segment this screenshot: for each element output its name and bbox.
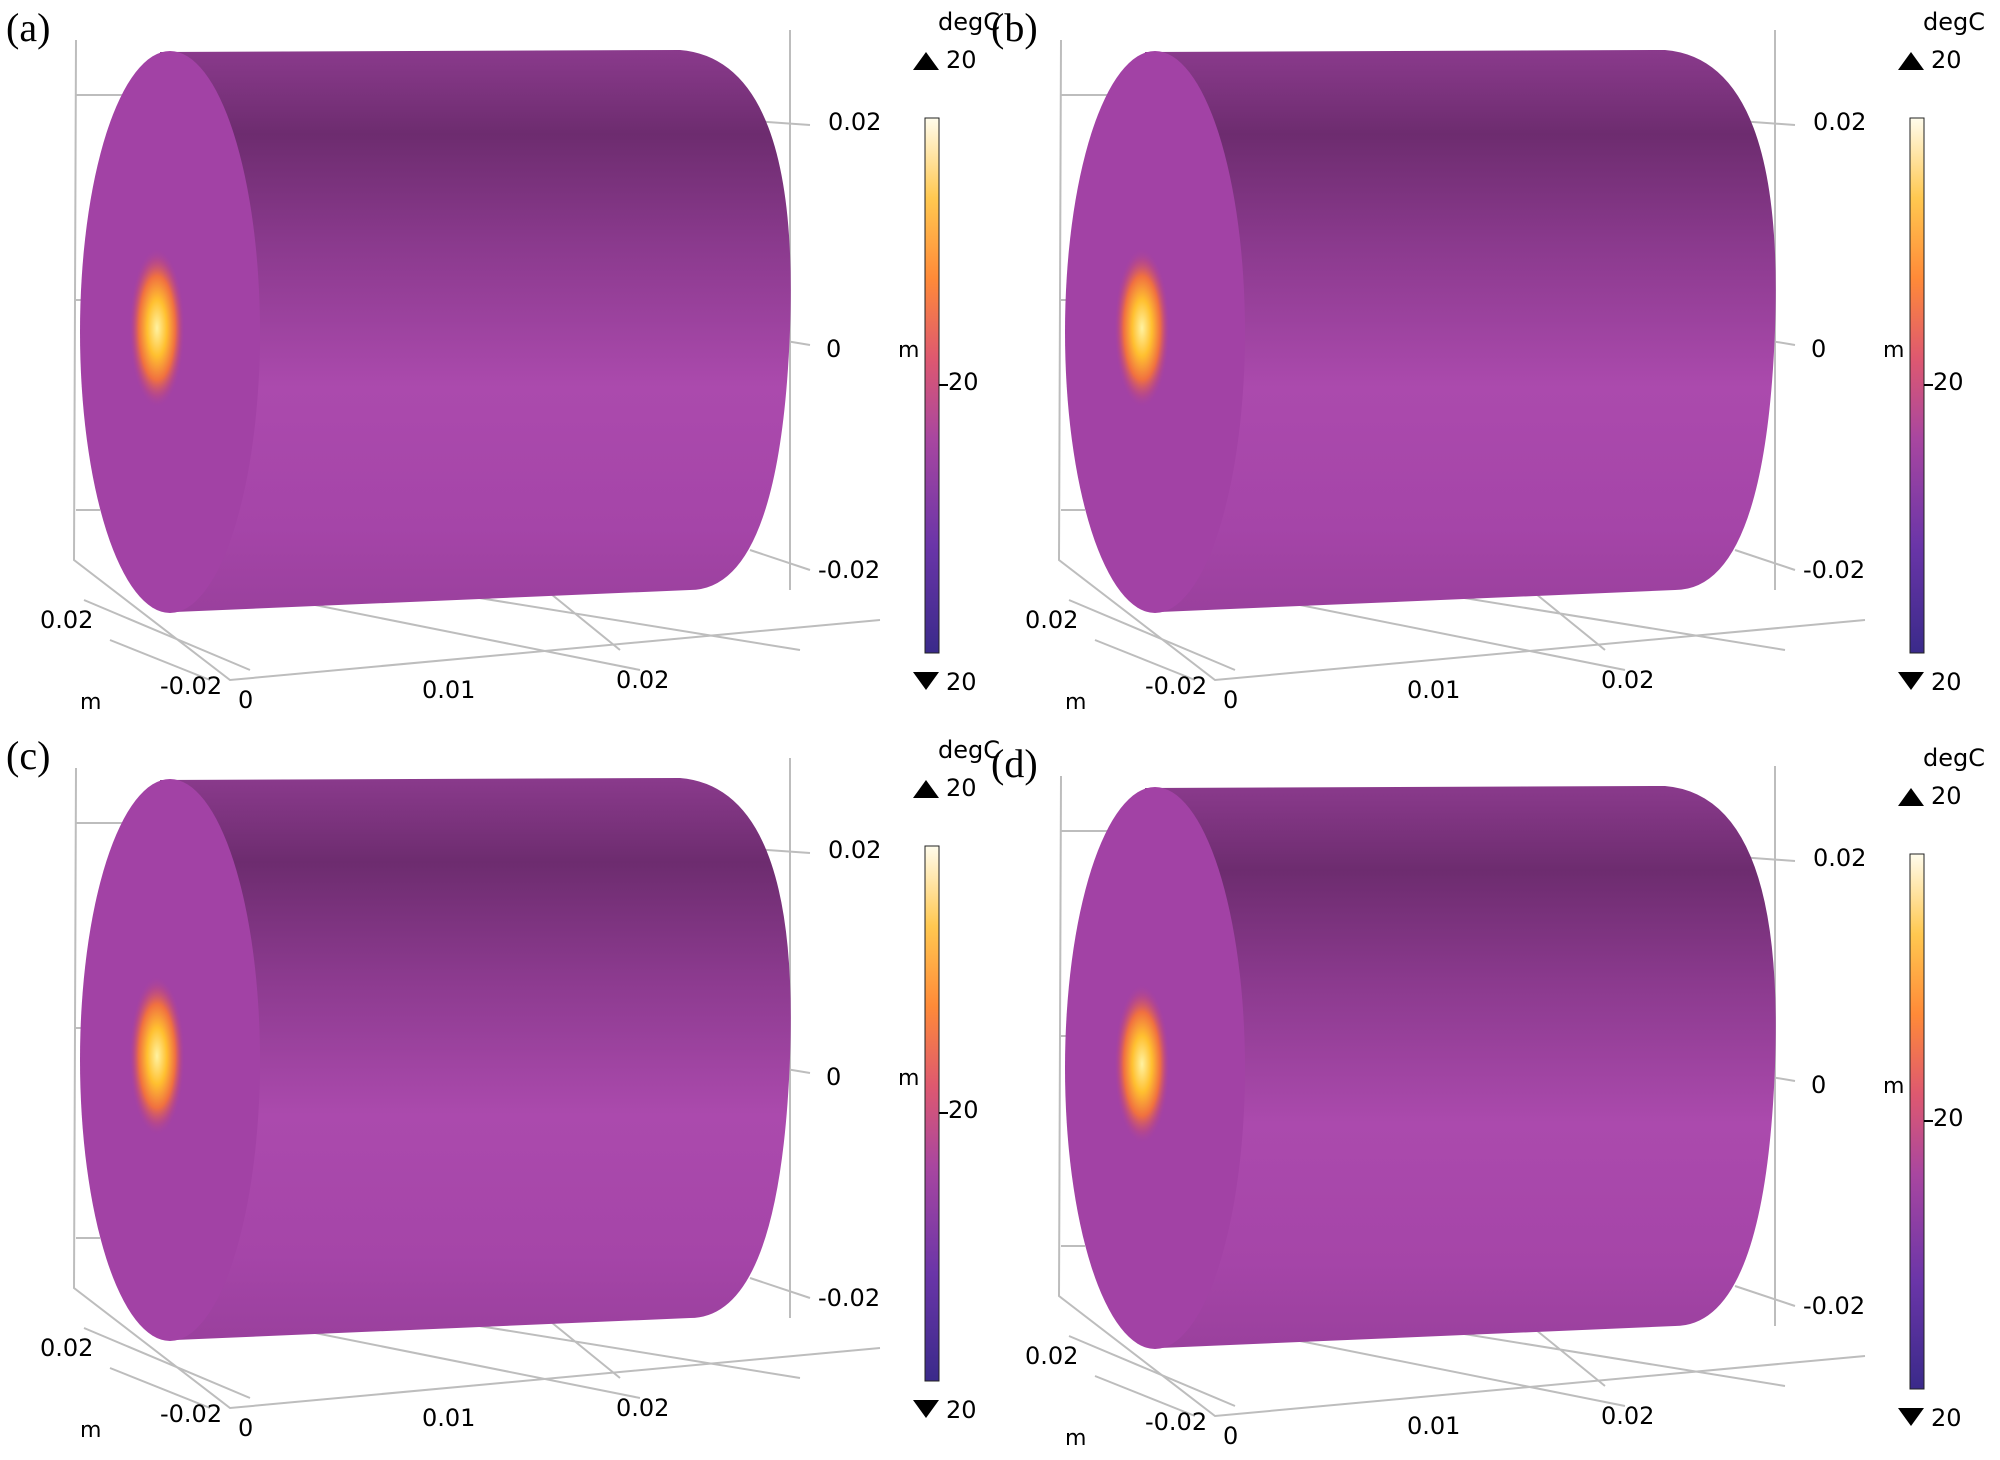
y-tick-label: -0.02 <box>818 556 881 584</box>
x-tick-label: 0.01 <box>1407 676 1461 704</box>
x-tick-label: 0.01 <box>422 676 476 704</box>
colorbar-title: degC <box>1923 744 1985 772</box>
colorbar-max-label: 20 <box>946 46 977 74</box>
x-tick-label: 0.01 <box>1407 1412 1461 1440</box>
colorbar-mid-label: 20 <box>1933 368 1964 396</box>
min-triangle-icon <box>1898 1408 1924 1426</box>
min-triangle-icon <box>913 1400 939 1418</box>
panel-label: (d) <box>991 741 1038 786</box>
y-tick-label: 0 <box>1811 1071 1827 1099</box>
axis-unit-label: m <box>898 338 920 363</box>
cylinder-body <box>160 778 791 1340</box>
max-triangle-icon <box>913 780 939 798</box>
y-tick-label: -0.02 <box>818 1284 881 1312</box>
z-tick-label: -0.02 <box>1145 672 1208 700</box>
x-tick-label: 0.02 <box>616 1394 670 1422</box>
colorbar-min-label: 20 <box>946 1396 977 1424</box>
y-tick-label: 0.02 <box>1813 108 1867 136</box>
max-triangle-icon <box>913 52 939 70</box>
y-tick-label: 0.02 <box>828 108 882 136</box>
z-tick-label: 0.02 <box>1025 606 1079 634</box>
heat-spot <box>1114 248 1170 408</box>
heat-spot <box>129 248 185 408</box>
axis-frame <box>1057 39 1866 682</box>
x-tick-label: 0.02 <box>1601 666 1655 694</box>
colorbar-max-label: 20 <box>946 774 977 802</box>
panel-4 <box>1057 766 1933 1426</box>
colorbar-min-label: 20 <box>1931 1404 1962 1432</box>
heat-spot <box>129 976 185 1136</box>
axis-frame <box>72 39 881 682</box>
colorbar-mid-label: 20 <box>948 1096 979 1124</box>
colorbar-title: degC <box>938 736 1000 764</box>
y-tick-label: 0 <box>826 335 842 363</box>
axis-frame <box>1057 775 1866 1418</box>
panel-2 <box>1057 30 1933 690</box>
axis-unit-label: m <box>1065 690 1087 715</box>
panel-label: (b) <box>991 5 1038 50</box>
x-tick-label: 0 <box>238 1414 254 1442</box>
z-tick-label: -0.02 <box>160 672 223 700</box>
heat-spot <box>1114 984 1170 1144</box>
colorbar-title: degC <box>1923 8 1985 36</box>
colorbar-gradient <box>1909 853 1925 1390</box>
axis-unit-label: m <box>1065 1426 1087 1451</box>
x-tick-label: 0 <box>1223 686 1239 714</box>
colorbar-gradient <box>924 117 940 654</box>
max-triangle-icon <box>1898 52 1924 70</box>
y-tick-label: 0.02 <box>828 836 882 864</box>
cylinder-body <box>1145 50 1776 612</box>
x-tick-label: 0 <box>1223 1422 1239 1450</box>
panel-label: (a) <box>6 5 51 50</box>
x-tick-label: 0 <box>238 686 254 714</box>
cylinder-body <box>1145 786 1776 1348</box>
x-tick-label: 0.01 <box>422 1404 476 1432</box>
z-tick-label: 0.02 <box>40 1334 94 1362</box>
axis-unit-label: m <box>1883 1074 1905 1099</box>
y-tick-label: -0.02 <box>1803 1292 1866 1320</box>
axis-unit-label: m <box>1883 338 1905 363</box>
min-triangle-icon <box>913 672 939 690</box>
colorbar-gradient <box>1909 117 1925 654</box>
colorbar-min-label: 20 <box>946 668 977 696</box>
axis-unit-label: m <box>80 690 102 715</box>
axis-grid-floor <box>1068 1320 1786 1417</box>
z-tick-label: 0.02 <box>40 606 94 634</box>
panel-3 <box>72 758 948 1418</box>
colorbar-title: degC <box>938 8 1000 36</box>
cylinder-body <box>160 50 791 612</box>
axis-unit-label: m <box>80 1418 102 1443</box>
y-tick-label: 0 <box>1811 335 1827 363</box>
y-tick-label: 0.02 <box>1813 844 1867 872</box>
axis-grid-floor <box>83 1312 801 1409</box>
y-tick-label: 0 <box>826 1063 842 1091</box>
x-tick-label: 0.02 <box>1601 1402 1655 1430</box>
z-tick-label: -0.02 <box>1145 1408 1208 1436</box>
colorbar-gradient <box>924 845 940 1382</box>
axis-frame <box>72 767 881 1410</box>
colorbar-mid-label: 20 <box>1933 1104 1964 1132</box>
min-triangle-icon <box>1898 672 1924 690</box>
max-triangle-icon <box>1898 788 1924 806</box>
colorbar-mid-label: 20 <box>948 368 979 396</box>
colorbar-max-label: 20 <box>1931 46 1962 74</box>
colorbar-min-label: 20 <box>1931 668 1962 696</box>
x-tick-label: 0.02 <box>616 666 670 694</box>
z-tick-label: -0.02 <box>160 1400 223 1428</box>
panel-1 <box>72 30 948 690</box>
z-tick-label: 0.02 <box>1025 1342 1079 1370</box>
axis-unit-label: m <box>898 1066 920 1091</box>
y-tick-label: -0.02 <box>1803 556 1866 584</box>
colorbar-max-label: 20 <box>1931 782 1962 810</box>
axis-grid-floor <box>1068 584 1786 681</box>
panel-label: (c) <box>6 733 51 778</box>
axis-grid-floor <box>83 584 801 681</box>
